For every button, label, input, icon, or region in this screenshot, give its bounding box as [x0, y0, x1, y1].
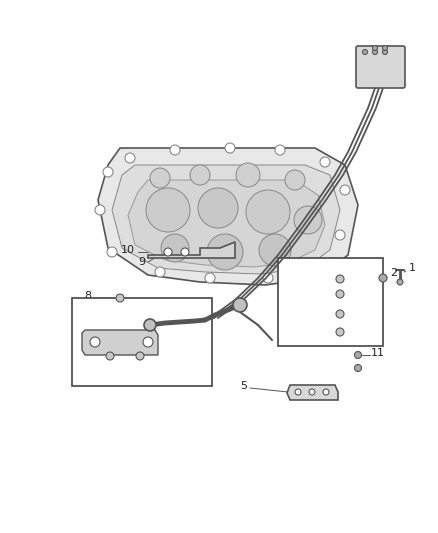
- Circle shape: [285, 170, 305, 190]
- Circle shape: [107, 247, 117, 257]
- Circle shape: [155, 267, 165, 277]
- Circle shape: [106, 352, 114, 360]
- Circle shape: [263, 273, 273, 283]
- Circle shape: [136, 352, 144, 360]
- Text: 10: 10: [121, 245, 135, 255]
- Circle shape: [335, 230, 345, 240]
- Text: 3: 3: [297, 317, 304, 327]
- Circle shape: [225, 143, 235, 153]
- Circle shape: [323, 389, 329, 395]
- Circle shape: [354, 365, 361, 372]
- Circle shape: [363, 50, 367, 54]
- Circle shape: [336, 328, 344, 336]
- Circle shape: [181, 248, 189, 256]
- Text: 2: 2: [390, 268, 398, 278]
- Circle shape: [336, 290, 344, 298]
- Circle shape: [259, 234, 291, 266]
- Circle shape: [309, 389, 315, 395]
- Polygon shape: [98, 148, 358, 285]
- Text: 4: 4: [316, 285, 324, 295]
- Polygon shape: [82, 330, 158, 355]
- Circle shape: [397, 279, 403, 285]
- Text: 11: 11: [371, 348, 385, 358]
- Circle shape: [379, 274, 387, 282]
- Text: 6: 6: [138, 365, 145, 375]
- Circle shape: [207, 234, 243, 270]
- Circle shape: [354, 351, 361, 359]
- Circle shape: [198, 188, 238, 228]
- FancyBboxPatch shape: [356, 46, 405, 88]
- Circle shape: [190, 165, 210, 185]
- Polygon shape: [148, 242, 235, 258]
- Circle shape: [372, 50, 378, 54]
- Circle shape: [170, 145, 180, 155]
- Circle shape: [382, 45, 388, 51]
- Polygon shape: [287, 385, 338, 400]
- Circle shape: [336, 275, 344, 283]
- Circle shape: [246, 190, 290, 234]
- Circle shape: [336, 310, 344, 318]
- Circle shape: [294, 206, 322, 234]
- Text: 1: 1: [409, 263, 416, 273]
- Text: 7: 7: [104, 335, 112, 345]
- Polygon shape: [128, 180, 325, 267]
- Circle shape: [275, 145, 285, 155]
- Bar: [72, 298, 212, 386]
- Circle shape: [382, 50, 388, 54]
- Circle shape: [313, 260, 323, 270]
- Bar: [278, 258, 383, 346]
- Circle shape: [95, 205, 105, 215]
- Text: 8: 8: [85, 291, 92, 301]
- Circle shape: [320, 157, 330, 167]
- Circle shape: [161, 234, 189, 262]
- Circle shape: [205, 273, 215, 283]
- Circle shape: [116, 294, 124, 302]
- Circle shape: [295, 389, 301, 395]
- Circle shape: [146, 188, 190, 232]
- Circle shape: [103, 167, 113, 177]
- Circle shape: [143, 337, 153, 347]
- Circle shape: [236, 163, 260, 187]
- Circle shape: [90, 337, 100, 347]
- Text: 5: 5: [240, 381, 247, 391]
- Circle shape: [164, 248, 172, 256]
- Circle shape: [340, 185, 350, 195]
- Text: 9: 9: [138, 257, 145, 267]
- Circle shape: [144, 319, 156, 331]
- Polygon shape: [112, 165, 340, 274]
- Circle shape: [125, 153, 135, 163]
- Circle shape: [150, 168, 170, 188]
- Circle shape: [233, 298, 247, 312]
- Circle shape: [372, 45, 378, 51]
